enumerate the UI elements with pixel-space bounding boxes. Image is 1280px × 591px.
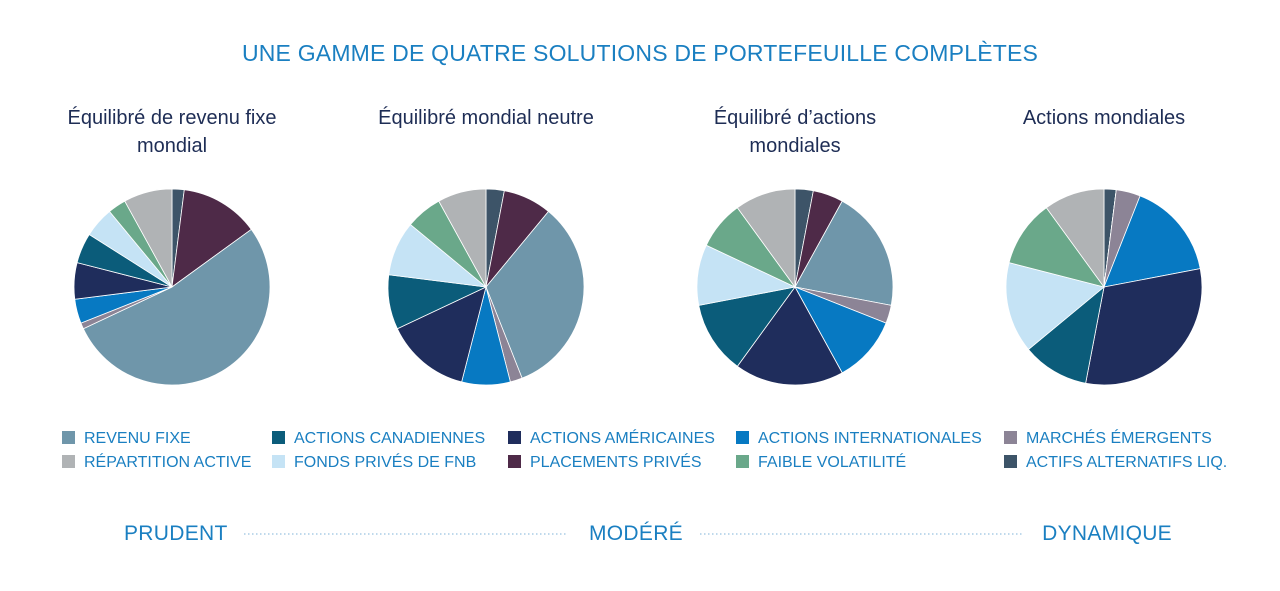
pie-title: Actions mondiales	[1022, 107, 1186, 129]
legend-item: REVENU FIXE	[62, 429, 191, 449]
legend-swatch	[508, 455, 521, 468]
scale-label: DYNAMIQUE	[1042, 522, 1172, 545]
legend-item: ACTIONS CANADIENNES	[272, 429, 485, 449]
pie-slice	[794, 286, 887, 374]
pie-slice	[794, 200, 894, 306]
pie-slice	[438, 188, 487, 288]
pie-slice	[736, 188, 796, 289]
pie-slice	[1005, 262, 1105, 351]
legend-swatch	[736, 455, 749, 468]
pie-title: Équilibré mondial neutre	[378, 107, 594, 129]
legend-label: RÉPARTITION ACTIVE	[84, 454, 252, 471]
pie-slice	[1027, 285, 1105, 384]
legend-swatch	[62, 431, 75, 444]
scale-label: PRUDENT	[124, 522, 228, 545]
legend-label: ACTIONS CANADIENNES	[294, 430, 486, 447]
legend-item: ACTIONS AMÉRICAINES	[508, 429, 715, 449]
legend-item: FONDS PRIVÉS DE FNB	[272, 453, 476, 473]
legend-item: RÉPARTITION ACTIVE	[62, 453, 251, 473]
pie-slice	[124, 188, 173, 288]
pie-slice	[171, 189, 252, 288]
legend-swatch	[508, 431, 521, 444]
legend-label: REVENU FIXE	[84, 430, 191, 447]
pie-slice	[1045, 188, 1105, 289]
legend-item: ACTIFS ALTERNATIFS LIQ.	[1004, 453, 1227, 473]
legend-item: PLACEMENTS PRIVÉS	[508, 453, 702, 473]
legend-label: MARCHÉS ÉMERGENTS	[1026, 430, 1212, 447]
legend-swatch	[272, 455, 285, 468]
legend-label: ACTIONS INTERNATIONALES	[758, 430, 982, 447]
main-title: UNE GAMME DE QUATRE SOLUTIONS DE PORTEFE…	[241, 40, 1039, 66]
legend-swatch	[1004, 455, 1017, 468]
scale-label: MODÉRÉ	[589, 522, 683, 545]
pie-title: Équilibré d’actions mondiales	[713, 107, 877, 157]
pie-slice	[1008, 207, 1105, 288]
legend-label: FAIBLE VOLATILITÉ	[758, 454, 907, 471]
pie-slice	[1085, 268, 1203, 386]
legend-item: FAIBLE VOLATILITÉ	[736, 453, 906, 473]
pie-slice	[1103, 195, 1201, 288]
legend-swatch	[62, 455, 75, 468]
legend-item: MARCHÉS ÉMERGENTS	[1004, 429, 1212, 449]
legend-swatch	[272, 431, 285, 444]
pie-slice	[698, 286, 796, 367]
pie-slice	[396, 286, 487, 383]
legend-label: ACTIFS ALTERNATIFS LIQ.	[1026, 454, 1228, 471]
legend-label: FONDS PRIVÉS DE FNB	[294, 454, 477, 471]
pie-slice	[485, 210, 585, 379]
legend-item: ACTIONS INTERNATIONALES	[736, 429, 982, 449]
legend-label: PLACEMENTS PRIVÉS	[530, 454, 702, 471]
pie-title: Équilibré de revenu fixe mondial	[67, 107, 277, 157]
pie-slice	[82, 228, 271, 386]
legend-label: ACTIONS AMÉRICAINES	[530, 430, 715, 447]
legend-swatch	[1004, 431, 1017, 444]
pie-slice	[736, 286, 843, 386]
legend-swatch	[736, 431, 749, 444]
